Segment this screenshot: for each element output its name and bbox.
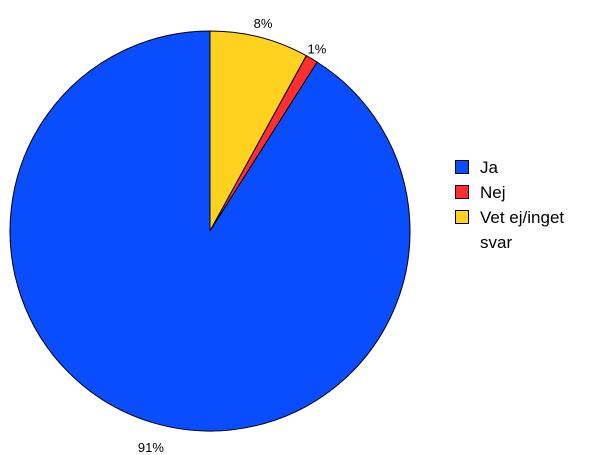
data-label-ja: 91% [138,440,164,455]
pie-slice-ja [9,30,411,432]
legend-item-nej: Nej [452,180,590,205]
legend-item-ja: Ja [452,155,590,180]
data-label-vet-ej-inget-svar: 8% [254,16,273,31]
pie-slice-vet-ej-inget-svar [209,30,307,232]
data-label-nej: 1% [308,42,327,57]
legend-item-vet-ej: Vet ej/inget svar [452,205,590,255]
legend-swatch-nej [455,185,469,199]
legend-label-ja: Ja [480,158,498,177]
legend-swatch-ja [455,160,469,174]
legend-label-nej: Nej [480,183,506,202]
legend-swatch-vet-ej [455,210,469,224]
chart-legend: Ja Nej Vet ej/inget svar [452,155,590,255]
legend-label-vet-ej: Vet ej/inget svar [480,208,565,252]
